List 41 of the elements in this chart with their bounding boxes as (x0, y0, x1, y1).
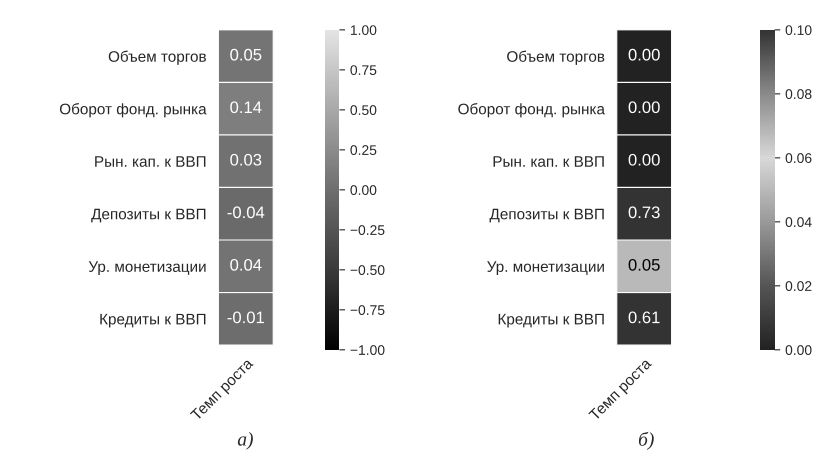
data-label: 0.00 (628, 101, 660, 114)
color-bar-label: −1.00 (350, 345, 384, 355)
data-label: 0.05 (628, 258, 660, 271)
y-tick-label: Рын. кап. к ВВП (95, 156, 206, 167)
data-label: 0.05 (230, 48, 262, 61)
y-tick-label: Кредиты к ВВП (498, 314, 604, 328)
color-bar-label: 0.50 (350, 105, 376, 116)
data-label: 0.61 (628, 311, 660, 324)
color-bar-label: 0.04 (786, 217, 812, 227)
data-label: 0.04 (230, 258, 262, 271)
color-bar-label: 0.75 (350, 65, 376, 76)
color-bar-label: 1.00 (350, 25, 376, 36)
color-bar-label: −0.50 (350, 265, 384, 275)
y-tick-label: Объем торгов (507, 50, 604, 65)
data-label: 0.14 (230, 101, 262, 114)
text: б) (638, 432, 654, 450)
data-label: 0.73 (628, 206, 660, 218)
color-bar-label: 0.25 (350, 145, 376, 156)
y-tick-label: Ур. монетизации (88, 261, 206, 275)
color-bar-label: 0.10 (786, 25, 812, 36)
y-tick-label: Депозиты к ВВП (91, 208, 206, 222)
data-label: -0.04 (228, 206, 264, 218)
color-bar-label: 0.02 (786, 281, 812, 291)
color-bar-label: −0.75 (350, 305, 384, 315)
y-tick-label: Объем торгов (108, 50, 206, 65)
y-tick-label: Оборот фонд. рынка (458, 103, 605, 118)
color-bar-label: 0.08 (786, 89, 812, 100)
data-label: 0.00 (628, 48, 660, 61)
color-bar-label: 0.00 (786, 345, 812, 355)
color-bar-label: 0.00 (350, 185, 376, 196)
data-label: 0.00 (628, 154, 660, 166)
color-bar-label: 0.06 (786, 153, 812, 164)
data-label: -0.01 (228, 311, 264, 324)
data-label: 0.03 (230, 154, 262, 166)
y-tick-label: Ур. монетизации (487, 261, 604, 275)
y-tick-label: Депозиты к ВВП (490, 208, 604, 222)
color-bar-label: −0.25 (350, 225, 384, 235)
y-tick-label: Рын. кап. к ВВП (494, 156, 604, 167)
y-tick-label: Кредиты к ВВП (100, 314, 206, 328)
y-tick-label: Оборот фонд. рынка (60, 103, 207, 118)
text: а) (238, 432, 253, 450)
